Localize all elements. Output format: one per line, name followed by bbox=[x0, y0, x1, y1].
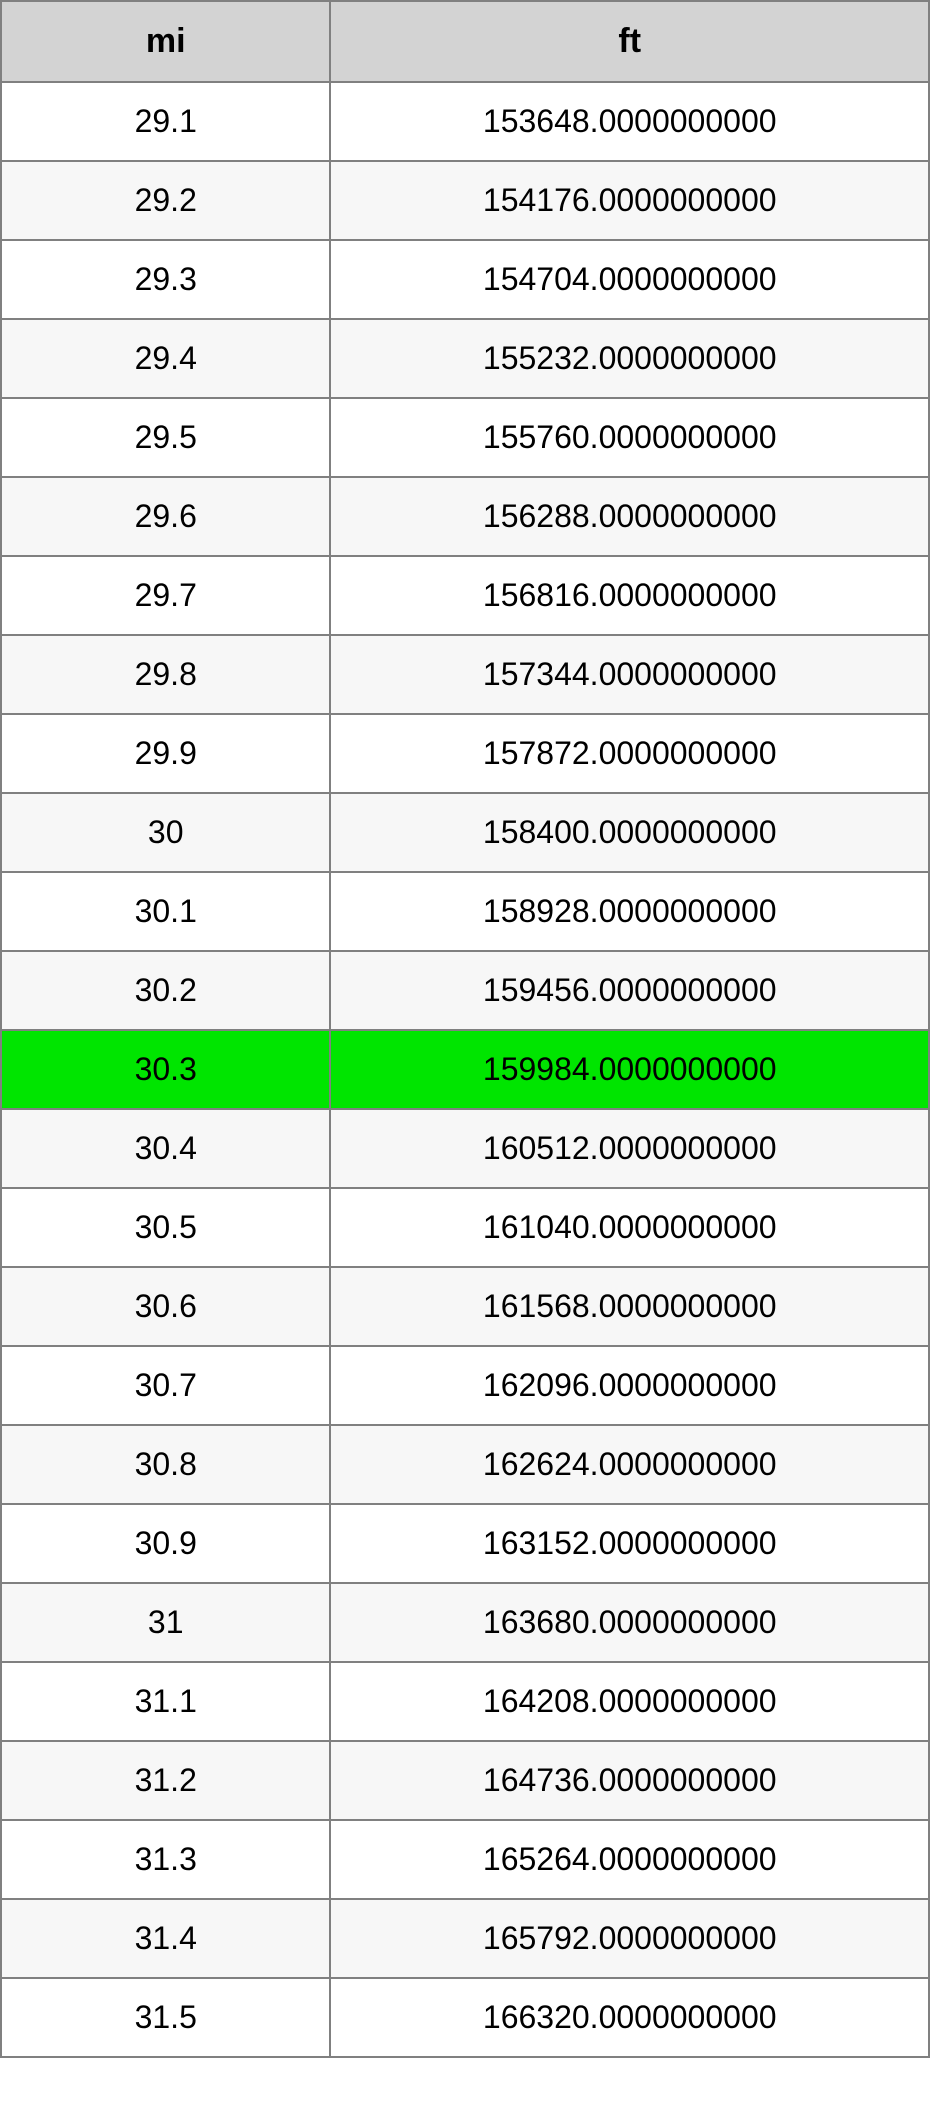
cell-mi: 29.4 bbox=[1, 319, 330, 398]
cell-ft: 153648.0000000000 bbox=[330, 82, 929, 161]
table-row: 30.3159984.0000000000 bbox=[1, 1030, 929, 1109]
cell-mi: 31.1 bbox=[1, 1662, 330, 1741]
table-row: 29.2154176.0000000000 bbox=[1, 161, 929, 240]
cell-mi: 29.3 bbox=[1, 240, 330, 319]
table-row: 31.4165792.0000000000 bbox=[1, 1899, 929, 1978]
cell-ft: 161040.0000000000 bbox=[330, 1188, 929, 1267]
cell-mi: 31 bbox=[1, 1583, 330, 1662]
table-row: 29.9157872.0000000000 bbox=[1, 714, 929, 793]
table-row: 30.5161040.0000000000 bbox=[1, 1188, 929, 1267]
cell-ft: 157344.0000000000 bbox=[330, 635, 929, 714]
cell-mi: 29.7 bbox=[1, 556, 330, 635]
table-row: 31.2164736.0000000000 bbox=[1, 1741, 929, 1820]
table-row: 31.1164208.0000000000 bbox=[1, 1662, 929, 1741]
table-row: 30.4160512.0000000000 bbox=[1, 1109, 929, 1188]
cell-mi: 30 bbox=[1, 793, 330, 872]
table-row: 31.5166320.0000000000 bbox=[1, 1978, 929, 2057]
cell-ft: 155232.0000000000 bbox=[330, 319, 929, 398]
cell-ft: 157872.0000000000 bbox=[330, 714, 929, 793]
cell-mi: 29.6 bbox=[1, 477, 330, 556]
table-row: 29.7156816.0000000000 bbox=[1, 556, 929, 635]
cell-mi: 30.1 bbox=[1, 872, 330, 951]
table-row: 29.8157344.0000000000 bbox=[1, 635, 929, 714]
table-row: 29.4155232.0000000000 bbox=[1, 319, 929, 398]
cell-mi: 30.3 bbox=[1, 1030, 330, 1109]
table-row: 31.3165264.0000000000 bbox=[1, 1820, 929, 1899]
table-body: 29.1153648.000000000029.2154176.00000000… bbox=[1, 82, 929, 2057]
cell-ft: 163680.0000000000 bbox=[330, 1583, 929, 1662]
cell-ft: 158400.0000000000 bbox=[330, 793, 929, 872]
cell-mi: 29.8 bbox=[1, 635, 330, 714]
cell-ft: 154176.0000000000 bbox=[330, 161, 929, 240]
cell-mi: 31.2 bbox=[1, 1741, 330, 1820]
cell-ft: 159456.0000000000 bbox=[330, 951, 929, 1030]
table-row: 30.2159456.0000000000 bbox=[1, 951, 929, 1030]
cell-ft: 165792.0000000000 bbox=[330, 1899, 929, 1978]
table-row: 29.5155760.0000000000 bbox=[1, 398, 929, 477]
table-row: 30.1158928.0000000000 bbox=[1, 872, 929, 951]
cell-ft: 159984.0000000000 bbox=[330, 1030, 929, 1109]
cell-ft: 165264.0000000000 bbox=[330, 1820, 929, 1899]
cell-mi: 30.6 bbox=[1, 1267, 330, 1346]
table-row: 29.3154704.0000000000 bbox=[1, 240, 929, 319]
table-row: 30158400.0000000000 bbox=[1, 793, 929, 872]
cell-mi: 30.9 bbox=[1, 1504, 330, 1583]
table-row: 30.7162096.0000000000 bbox=[1, 1346, 929, 1425]
cell-ft: 155760.0000000000 bbox=[330, 398, 929, 477]
conversion-table: mi ft 29.1153648.000000000029.2154176.00… bbox=[0, 0, 930, 2058]
cell-ft: 162624.0000000000 bbox=[330, 1425, 929, 1504]
cell-mi: 29.2 bbox=[1, 161, 330, 240]
cell-mi: 30.2 bbox=[1, 951, 330, 1030]
cell-mi: 31.4 bbox=[1, 1899, 330, 1978]
cell-mi: 29.9 bbox=[1, 714, 330, 793]
cell-mi: 30.4 bbox=[1, 1109, 330, 1188]
cell-ft: 164736.0000000000 bbox=[330, 1741, 929, 1820]
cell-ft: 164208.0000000000 bbox=[330, 1662, 929, 1741]
table-row: 30.6161568.0000000000 bbox=[1, 1267, 929, 1346]
cell-ft: 161568.0000000000 bbox=[330, 1267, 929, 1346]
cell-mi: 31.3 bbox=[1, 1820, 330, 1899]
table-header: mi ft bbox=[1, 1, 929, 82]
cell-ft: 166320.0000000000 bbox=[330, 1978, 929, 2057]
column-header-ft: ft bbox=[330, 1, 929, 82]
cell-mi: 29.1 bbox=[1, 82, 330, 161]
cell-ft: 158928.0000000000 bbox=[330, 872, 929, 951]
table-row: 31163680.0000000000 bbox=[1, 1583, 929, 1662]
table-header-row: mi ft bbox=[1, 1, 929, 82]
cell-ft: 160512.0000000000 bbox=[330, 1109, 929, 1188]
cell-ft: 162096.0000000000 bbox=[330, 1346, 929, 1425]
cell-ft: 163152.0000000000 bbox=[330, 1504, 929, 1583]
column-header-mi: mi bbox=[1, 1, 330, 82]
table-row: 30.8162624.0000000000 bbox=[1, 1425, 929, 1504]
table-row: 29.6156288.0000000000 bbox=[1, 477, 929, 556]
cell-mi: 29.5 bbox=[1, 398, 330, 477]
cell-ft: 154704.0000000000 bbox=[330, 240, 929, 319]
cell-ft: 156288.0000000000 bbox=[330, 477, 929, 556]
cell-ft: 156816.0000000000 bbox=[330, 556, 929, 635]
table-row: 30.9163152.0000000000 bbox=[1, 1504, 929, 1583]
cell-mi: 30.8 bbox=[1, 1425, 330, 1504]
cell-mi: 31.5 bbox=[1, 1978, 330, 2057]
cell-mi: 30.5 bbox=[1, 1188, 330, 1267]
cell-mi: 30.7 bbox=[1, 1346, 330, 1425]
table-row: 29.1153648.0000000000 bbox=[1, 82, 929, 161]
